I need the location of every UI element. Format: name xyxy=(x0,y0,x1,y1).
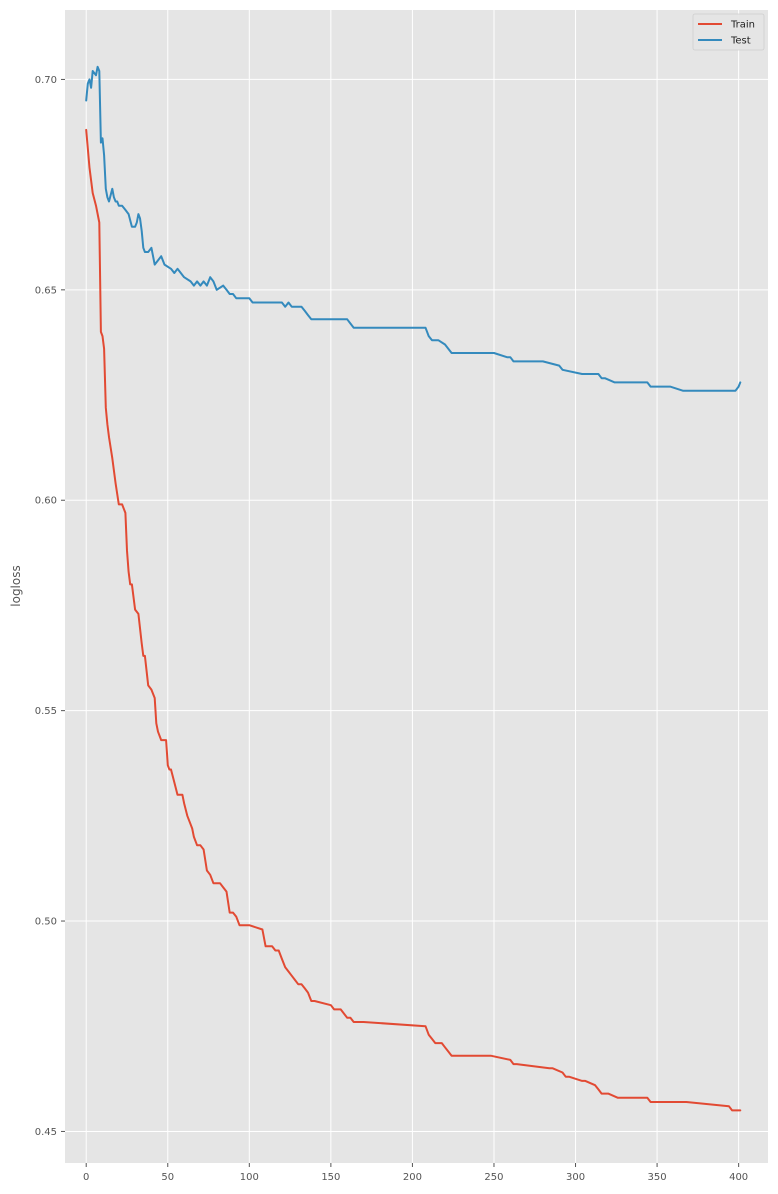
grid-lines xyxy=(65,10,768,1163)
x-tick-label: 150 xyxy=(321,1172,340,1183)
x-axis-ticks: 0 50 100 150 200 250 300 350 400 xyxy=(83,1163,748,1183)
legend: Train Test xyxy=(692,13,765,51)
x-tick-label: 350 xyxy=(648,1172,667,1183)
y-tick-label: 0.45 xyxy=(35,1127,57,1138)
series-line-test xyxy=(85,65,742,392)
x-tick-label: 200 xyxy=(403,1172,422,1183)
x-tick-label: 50 xyxy=(161,1172,174,1183)
series-line-train xyxy=(85,128,742,1112)
x-tick-label: 100 xyxy=(240,1172,259,1183)
x-tick-label: 400 xyxy=(729,1172,748,1183)
y-tick-label: 0.60 xyxy=(35,496,57,507)
plot-area xyxy=(65,10,768,1163)
y-axis-label: logloss xyxy=(9,565,23,606)
legend-label-test: Test xyxy=(730,36,751,47)
y-tick-label: 0.65 xyxy=(35,285,57,296)
y-tick-label: 0.55 xyxy=(35,706,57,717)
x-tick-label: 0 xyxy=(83,1172,89,1183)
y-tick-label: 0.70 xyxy=(35,75,57,86)
y-axis-ticks: 0.45 0.50 0.55 0.60 0.65 0.70 xyxy=(35,75,65,1138)
y-tick-label: 0.50 xyxy=(35,917,57,928)
x-tick-label: 300 xyxy=(566,1172,585,1183)
legend-label-train: Train xyxy=(730,20,755,31)
x-tick-label: 250 xyxy=(484,1172,503,1183)
series-layer xyxy=(85,65,742,1112)
